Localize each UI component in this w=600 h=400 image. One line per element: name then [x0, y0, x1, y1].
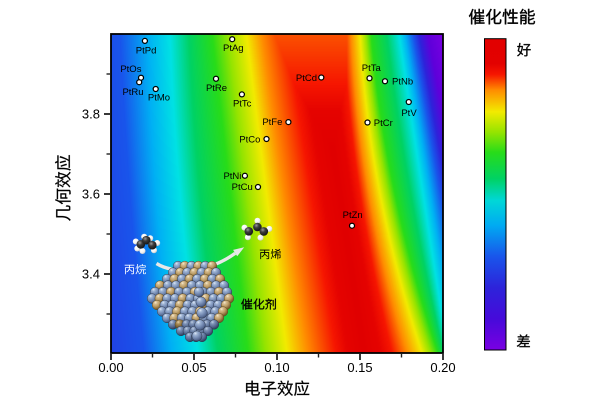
- svg-text:PtFe: PtFe: [262, 117, 282, 128]
- svg-text:0.20: 0.20: [430, 360, 455, 375]
- svg-text:PtRe: PtRe: [206, 83, 227, 94]
- svg-text:PtZn: PtZn: [343, 210, 363, 221]
- svg-text:PtCr: PtCr: [374, 118, 393, 129]
- svg-text:PtV: PtV: [401, 108, 417, 119]
- svg-text:0.00: 0.00: [98, 360, 123, 375]
- svg-text:3.6: 3.6: [82, 187, 100, 202]
- svg-text:PtOs: PtOs: [120, 64, 141, 75]
- svg-text:PtNb: PtNb: [392, 76, 413, 87]
- svg-text:PtMo: PtMo: [148, 93, 170, 104]
- svg-text:PtNi: PtNi: [223, 171, 241, 182]
- svg-text:PtPd: PtPd: [136, 45, 157, 56]
- svg-text:3.8: 3.8: [82, 107, 100, 122]
- svg-text:PtCu: PtCu: [232, 182, 253, 193]
- svg-text:PtAg: PtAg: [223, 43, 244, 54]
- svg-text:3.4: 3.4: [82, 267, 100, 282]
- svg-text:PtCo: PtCo: [239, 134, 260, 145]
- svg-text:PtTa: PtTa: [362, 63, 382, 74]
- svg-text:0.05: 0.05: [181, 360, 206, 375]
- svg-text:0.15: 0.15: [347, 360, 372, 375]
- svg-text:PtCd: PtCd: [296, 73, 317, 84]
- svg-text:PtTc: PtTc: [233, 99, 252, 110]
- svg-text:0.10: 0.10: [264, 360, 289, 375]
- svg-text:PtRu: PtRu: [122, 87, 143, 98]
